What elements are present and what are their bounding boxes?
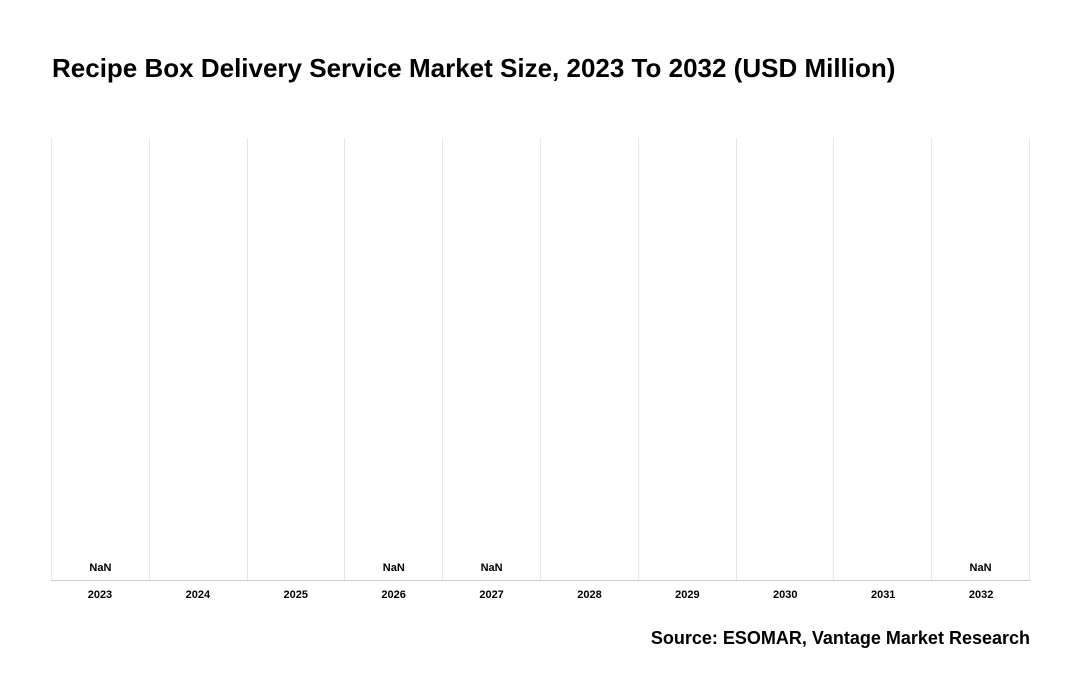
bar-slot-2030: NaN — [737, 138, 835, 580]
x-label-2032: 2032 — [932, 589, 1030, 601]
bar-slot-2023: NaN — [51, 138, 150, 580]
bar-value-label: NaN — [89, 562, 111, 574]
bar-slot-2028: NaN — [541, 138, 639, 580]
bar-value-label: NaN — [970, 562, 992, 574]
bar-slot-2027: NaN — [443, 138, 541, 580]
source-attribution: Source: ESOMAR, Vantage Market Research — [651, 628, 1030, 649]
bar-slot-2031: NaN — [834, 138, 932, 580]
x-label-2023: 2023 — [51, 589, 149, 601]
x-label-2030: 2030 — [736, 589, 834, 601]
bar-slot-2032: NaN — [932, 138, 1030, 580]
x-label-2031: 2031 — [834, 589, 932, 601]
bar-slot-2025: NaN — [248, 138, 346, 580]
bar-slot-2029: NaN — [639, 138, 737, 580]
bar-slot-2024: NaN — [150, 138, 248, 580]
x-label-2029: 2029 — [638, 589, 736, 601]
x-label-2028: 2028 — [541, 589, 639, 601]
bar-value-label: NaN — [383, 562, 405, 574]
x-label-2025: 2025 — [247, 589, 345, 601]
x-label-2027: 2027 — [443, 589, 541, 601]
chart-title: Recipe Box Delivery Service Market Size,… — [52, 53, 895, 84]
bar-slot-2026: NaN — [345, 138, 443, 580]
x-label-2024: 2024 — [149, 589, 247, 601]
x-axis-labels: 2023 2024 2025 2026 2027 2028 2029 2030 … — [51, 589, 1030, 601]
bar-value-label: NaN — [481, 562, 503, 574]
chart-plot-area: NaN NaN NaN NaN NaN NaN NaN NaN NaN NaN — [51, 138, 1030, 581]
x-label-2026: 2026 — [345, 589, 443, 601]
